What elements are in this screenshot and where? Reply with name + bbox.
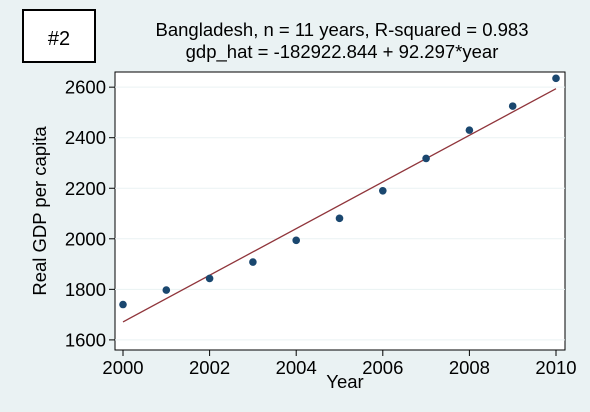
data-point [379, 186, 387, 195]
data-points [119, 74, 560, 309]
axes: 1600 1800 2000 2200 2400 2600 2000 2002 2004 2006… [65, 77, 577, 378]
data-point [422, 154, 430, 163]
x-tick-label: 2008 [449, 357, 490, 378]
y-tick-label: 2200 [65, 178, 106, 199]
y-tick-label: 1600 [65, 329, 106, 350]
data-point [119, 300, 127, 309]
grid-lines [115, 86, 565, 341]
x-tick-label: 2006 [362, 357, 403, 378]
fitted-line [122, 88, 557, 323]
data-point [249, 258, 257, 266]
data-point [292, 236, 301, 245]
y-tick-label: 2000 [65, 228, 106, 249]
plot-area [114, 71, 566, 351]
chart-badge: #2 [22, 9, 96, 63]
y-axis-label: Real GDP per capita [29, 126, 50, 296]
data-point [508, 102, 517, 110]
data-point [335, 214, 344, 223]
data-point [205, 274, 214, 283]
data-point [465, 126, 474, 134]
badge-box [22, 9, 96, 63]
y-tick-label: 2400 [65, 127, 106, 148]
x-tick-label: 2010 [535, 357, 576, 378]
x-tick-label: 2002 [189, 357, 230, 378]
x-tick-label: 2000 [102, 357, 143, 378]
y-tick-label: 1800 [65, 279, 106, 300]
data-point [162, 286, 171, 294]
x-tick-label: 2004 [276, 357, 317, 378]
chart-subtitle: gdp_hat = -182922.844 + 92.297*year [186, 41, 499, 63]
badge-label: #2 [48, 28, 70, 50]
y-tick-label: 2600 [65, 77, 106, 98]
fit-line-layer [122, 88, 557, 323]
data-point [552, 74, 560, 83]
chart-title: Bangladesh, n = 11 years, R-squared = 0.… [156, 19, 529, 40]
x-axis-label: Year [326, 371, 363, 392]
